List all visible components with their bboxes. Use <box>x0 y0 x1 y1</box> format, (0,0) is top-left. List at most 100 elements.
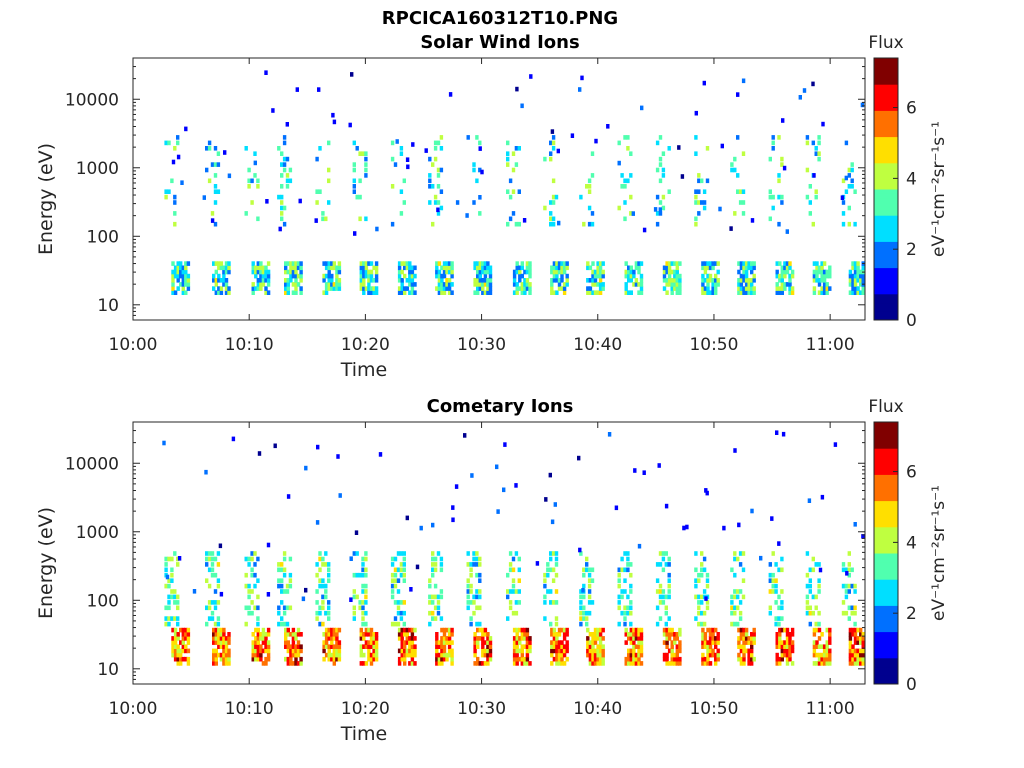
colorbar-unit-label: eV⁻¹cm⁻²sr⁻¹s⁻¹ <box>929 121 949 257</box>
spectrogram-cell <box>439 189 444 194</box>
spectrogram-cell <box>254 286 258 291</box>
spectrogram-cell <box>472 551 476 556</box>
spectrogram-cell <box>703 261 708 266</box>
spectrogram-cell <box>440 273 444 279</box>
spectrogram-cell <box>410 269 415 275</box>
spectrogram-cell <box>207 600 212 605</box>
spectrogram-cell <box>315 610 319 616</box>
spectrogram-cell <box>280 567 284 573</box>
spectrogram-cell <box>587 610 592 616</box>
spectrogram-cell <box>318 189 322 194</box>
spectrogram-cell <box>624 290 628 295</box>
spectrogram-cell <box>587 205 592 211</box>
colorbar-segment <box>874 71 898 76</box>
spectrogram-cell <box>324 562 328 567</box>
spectrogram-cell <box>181 278 185 283</box>
spectrogram-cell <box>261 648 266 654</box>
spectrogram-cell <box>607 432 612 437</box>
spectrogram-cell <box>570 133 575 138</box>
spectrogram-cell <box>711 290 715 295</box>
spectrogram-cell <box>822 282 827 287</box>
spectrogram-cell <box>431 616 435 621</box>
spectrogram-cell <box>352 184 356 189</box>
spectrogram-cell <box>478 195 482 200</box>
spectrogram-cell <box>397 265 402 271</box>
spectrogram-cell <box>523 278 527 283</box>
colorbar-segment <box>874 285 898 290</box>
spectrogram-cell <box>402 178 406 184</box>
spectrogram-cell <box>256 278 260 283</box>
spectrogram-cell <box>775 273 779 279</box>
spectrogram-cell <box>706 656 710 662</box>
spectrogram-cell <box>515 265 519 271</box>
spectrogram-cell <box>520 632 524 637</box>
spectrogram-cell <box>511 589 516 594</box>
spectrogram-cell <box>778 286 782 291</box>
spectrogram-cell <box>294 282 298 287</box>
spectrogram-cell <box>277 567 281 573</box>
spectrogram-cell <box>478 572 482 578</box>
spectrogram-cell <box>330 636 334 641</box>
colorbar-segment <box>874 544 898 550</box>
spectrogram-cell <box>704 488 708 493</box>
spectrogram-cell <box>212 261 216 266</box>
spectrogram-cell <box>703 269 708 275</box>
spectrogram-cell <box>473 652 477 658</box>
spectrogram-cell <box>742 273 746 279</box>
y-tick-label: 10 <box>97 660 119 680</box>
colorbar-segment <box>874 258 898 264</box>
spectrogram-cell <box>520 656 524 662</box>
spectrogram-cell <box>247 184 251 189</box>
spectrogram-cell <box>514 600 519 605</box>
spectrogram-cell <box>730 567 734 573</box>
spectrogram-cell <box>486 265 490 271</box>
spectrogram-cell <box>812 290 817 295</box>
spectrogram-cell <box>515 269 519 275</box>
colorbar-segment <box>874 167 898 173</box>
spectrogram-cell <box>330 644 334 649</box>
spectrogram-cell <box>790 632 795 637</box>
spectrogram-cell <box>661 194 666 200</box>
spectrogram-cell <box>667 282 672 287</box>
x-axis-label: Time <box>340 723 388 745</box>
spectrogram-cell <box>814 146 818 151</box>
spectrogram-cell <box>213 162 218 167</box>
spectrogram-cell <box>219 261 224 266</box>
colorbar-segment <box>874 579 898 585</box>
spectrogram-cell <box>224 286 229 291</box>
spectrogram-cell <box>777 567 781 573</box>
spectrogram-cell <box>170 594 174 600</box>
spectrogram-cell <box>294 273 298 279</box>
spectrogram-cell <box>247 594 251 600</box>
spectrogram-cell <box>399 189 404 194</box>
spectrogram-cell <box>277 194 281 200</box>
spectrogram-cell <box>259 282 263 287</box>
spectrogram-cell <box>560 286 564 291</box>
colorbar-segment <box>874 202 898 207</box>
spectrogram-cell <box>437 278 442 283</box>
spectrogram-cell <box>741 594 746 600</box>
spectrogram-cell <box>750 636 754 641</box>
spectrogram-cell <box>285 589 290 594</box>
spectrogram-cell <box>730 162 734 167</box>
spectrogram-cell <box>627 278 631 283</box>
spectrogram-cell <box>598 261 603 266</box>
spectrogram-cell <box>364 269 369 275</box>
spectrogram-cell <box>783 282 787 287</box>
spectrogram-cell <box>788 632 792 637</box>
spectrogram-cell <box>861 652 865 658</box>
spectrogram-cell <box>591 648 595 654</box>
colorbar-segment <box>874 241 898 247</box>
spectrogram-cell <box>738 562 743 567</box>
spectrogram-cell <box>410 265 415 271</box>
spectrogram-cell <box>637 640 641 645</box>
spectrogram-cell <box>856 278 860 283</box>
spectrogram-cell <box>675 644 679 649</box>
spectrogram-cell <box>817 627 822 633</box>
spectrogram-cell <box>321 211 325 216</box>
spectrogram-cell <box>481 627 485 633</box>
spectrogram-cell <box>822 273 827 279</box>
spectrogram-cell <box>596 644 600 649</box>
spectrogram-cell <box>703 290 708 295</box>
